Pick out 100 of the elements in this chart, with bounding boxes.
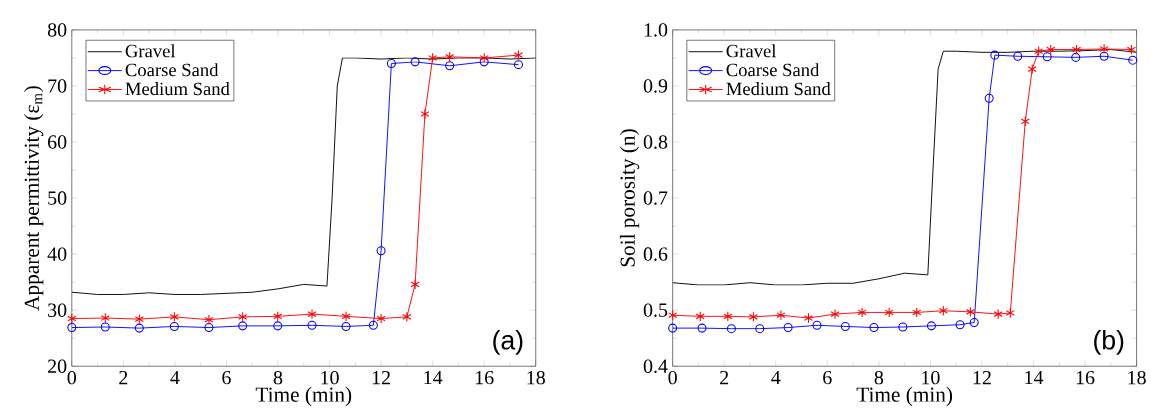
x-tick-label: 0 bbox=[668, 370, 677, 385]
y-tick-label: 20 bbox=[48, 359, 67, 373]
point bbox=[840, 321, 850, 331]
y-tick-label: 0.8 bbox=[643, 135, 668, 149]
point bbox=[1128, 55, 1138, 65]
point bbox=[1020, 116, 1030, 127]
x-axis-title: Time (min) bbox=[856, 386, 953, 407]
point bbox=[307, 320, 317, 330]
point bbox=[898, 322, 908, 332]
point bbox=[955, 320, 965, 330]
legend-label: Medium Sand bbox=[726, 82, 831, 96]
point bbox=[830, 308, 840, 320]
point bbox=[100, 322, 110, 332]
point bbox=[1099, 51, 1109, 61]
point bbox=[1046, 44, 1056, 55]
y-tick-label: 80 bbox=[47, 23, 67, 37]
x-tick-label: 16 bbox=[475, 370, 494, 385]
point bbox=[134, 313, 144, 325]
y-axis-title: Apparent permittivity (ε$_{m}$) bbox=[24, 86, 44, 311]
point bbox=[273, 321, 283, 331]
point bbox=[1042, 52, 1052, 62]
x-tick-label: 0 bbox=[67, 370, 77, 385]
y-tick-label: 0.9 bbox=[643, 79, 668, 93]
legend-label: Gravel bbox=[125, 44, 176, 58]
annotation: (a) bbox=[493, 330, 523, 355]
point bbox=[1071, 52, 1081, 62]
point bbox=[513, 49, 524, 61]
x-tick-label: 2 bbox=[119, 370, 128, 385]
x-tick-label: 18 bbox=[527, 370, 545, 385]
point bbox=[445, 51, 455, 62]
x-tick-label: 2 bbox=[720, 370, 729, 385]
legend-label: Gravel bbox=[726, 44, 777, 58]
point bbox=[376, 246, 386, 256]
point bbox=[445, 61, 455, 71]
x-tick-label: 12 bbox=[973, 370, 991, 385]
point bbox=[1126, 44, 1136, 55]
point bbox=[100, 312, 110, 324]
y-tick-label: 0.4 bbox=[643, 359, 668, 373]
x-tick-label: 10 bbox=[922, 370, 940, 385]
legend-label: Coarse Sand bbox=[726, 63, 820, 77]
legend-label: Coarse Sand bbox=[125, 63, 219, 77]
point bbox=[726, 324, 736, 334]
point bbox=[990, 50, 1000, 60]
point bbox=[341, 311, 351, 322]
point bbox=[993, 308, 1003, 320]
point bbox=[341, 321, 351, 331]
point bbox=[204, 323, 214, 333]
point bbox=[965, 306, 975, 318]
annotation: (b) bbox=[1094, 330, 1124, 355]
point bbox=[857, 307, 867, 318]
point bbox=[697, 323, 707, 333]
y-tick-label: 0.7 bbox=[643, 191, 668, 205]
point bbox=[803, 312, 814, 324]
point bbox=[307, 308, 317, 320]
point bbox=[723, 311, 733, 322]
point bbox=[204, 314, 214, 325]
x-tick-label: 10 bbox=[321, 370, 339, 385]
point bbox=[912, 307, 922, 318]
point bbox=[479, 57, 489, 67]
point bbox=[513, 60, 523, 70]
point bbox=[169, 321, 179, 331]
point bbox=[1005, 307, 1015, 319]
point bbox=[1034, 45, 1044, 57]
legend-label: Medium Sand bbox=[125, 82, 230, 96]
point bbox=[273, 311, 283, 322]
x-tick-label: 6 bbox=[222, 370, 231, 385]
point bbox=[169, 311, 179, 323]
point bbox=[67, 323, 77, 333]
point bbox=[776, 310, 786, 321]
point bbox=[67, 313, 77, 324]
x-tick-label: 6 bbox=[823, 370, 832, 385]
point bbox=[755, 324, 765, 334]
point bbox=[376, 313, 386, 324]
point bbox=[1013, 51, 1023, 61]
point bbox=[428, 52, 438, 64]
point bbox=[984, 93, 994, 103]
x-tick-label: 8 bbox=[874, 370, 884, 385]
x-tick-label: 4 bbox=[170, 370, 180, 385]
y-tick-label: 0.6 bbox=[643, 247, 668, 261]
point bbox=[783, 323, 793, 333]
point bbox=[479, 52, 489, 64]
point bbox=[869, 323, 879, 333]
point bbox=[410, 57, 420, 67]
y-axis-title: Soil porosity (n) bbox=[619, 129, 640, 267]
y-tick-label: 50 bbox=[48, 191, 67, 205]
x-tick-label: 14 bbox=[424, 370, 443, 385]
x-tick-label: 12 bbox=[372, 370, 390, 385]
point bbox=[938, 305, 948, 316]
x-axis-title: Time (min) bbox=[255, 386, 352, 407]
x-tick-label: 4 bbox=[771, 370, 781, 385]
point bbox=[668, 323, 678, 333]
point bbox=[402, 311, 412, 323]
point bbox=[238, 321, 248, 331]
y-tick-label: 60 bbox=[48, 135, 67, 149]
point bbox=[884, 307, 894, 318]
point bbox=[748, 311, 758, 323]
y-tick-label: 40 bbox=[47, 247, 67, 261]
y-tick-label: 30 bbox=[48, 303, 67, 317]
y-tick-label: 0.5 bbox=[643, 303, 668, 317]
point bbox=[926, 321, 936, 331]
